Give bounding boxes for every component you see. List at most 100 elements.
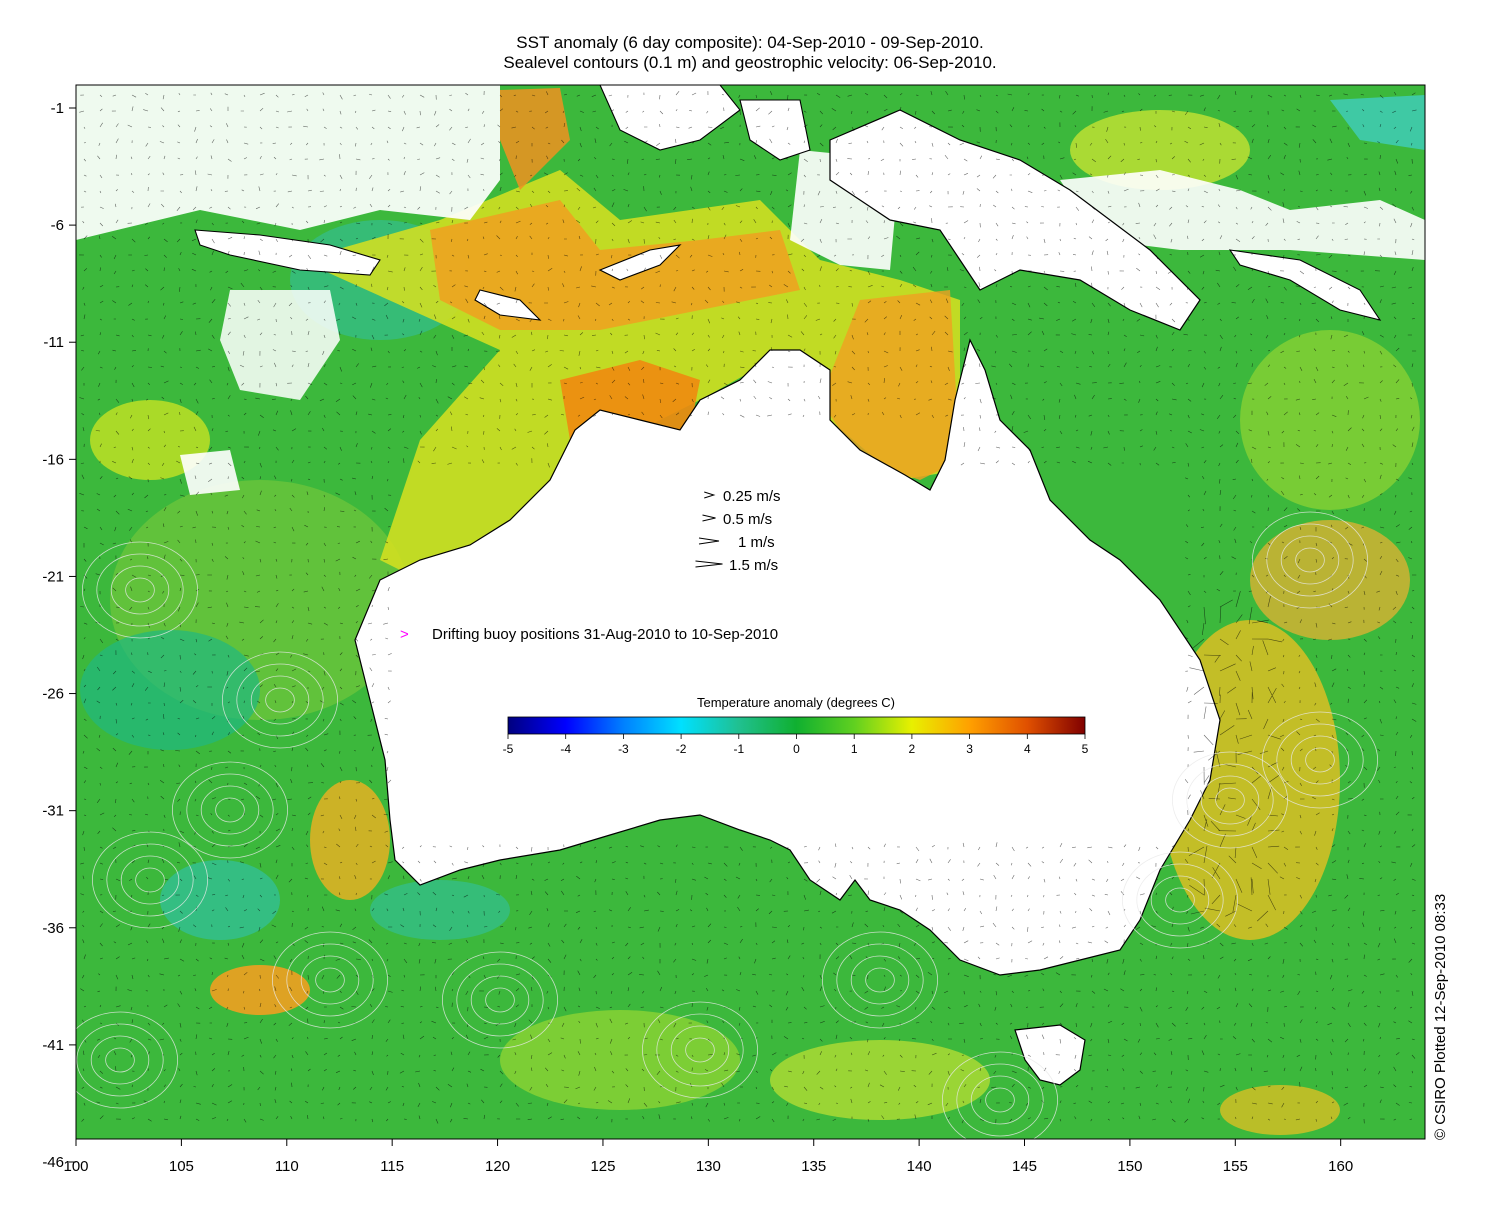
sealevel-contour-line	[82, 541, 198, 639]
colorbar: Temperature anomaly (degrees C) -5 -4 -3 -2…	[503, 695, 1089, 756]
y-tick-label: -46	[42, 1154, 64, 1171]
warm-anomaly-region	[500, 88, 570, 190]
anomaly-region	[770, 1040, 990, 1120]
no-data-region	[76, 85, 500, 240]
x-tick-label: 150	[1117, 1158, 1142, 1175]
velocity-legend-label: 1 m/s	[738, 534, 775, 551]
velocity-legend-arrow	[702, 514, 716, 522]
sealevel-contour-line	[1122, 851, 1239, 949]
sealevel-contour-line	[1165, 887, 1195, 913]
sealevel-contour-line	[186, 773, 274, 847]
colorbar-tick-label: -1	[733, 742, 744, 756]
colorbar-title: Temperature anomaly (degrees C)	[697, 695, 895, 710]
sealevel-contour-line	[470, 975, 530, 1025]
y-axis: -1 -6 -11 -16 -21 -26 -31 -36 -41 -46	[42, 100, 76, 1171]
buoy-legend-label: Drifting buoy positions 31-Aug-2010 to 1…	[432, 626, 778, 643]
y-tick-label: -41	[42, 1037, 64, 1054]
sealevel-contours	[76, 511, 1379, 1139]
colorbar-tick-label: -3	[618, 742, 629, 756]
warm-anomaly-region	[1220, 1085, 1340, 1135]
sealevel-contour-line	[236, 663, 324, 737]
x-axis: 100 105 110 115 120 125 130 135 140 145 150 155 160	[63, 1139, 1353, 1175]
sealevel-contour-line	[1290, 735, 1350, 785]
buoy-symbol: >	[400, 626, 409, 643]
x-tick-label: 135	[801, 1158, 826, 1175]
eastern-islands-landmass	[1228, 249, 1382, 321]
sealevel-contour-line	[1276, 723, 1364, 797]
anomaly-region	[500, 1010, 740, 1110]
no-data-region	[220, 290, 340, 400]
sealevel-contour-line	[942, 1051, 1058, 1139]
cool-anomaly-region	[370, 880, 510, 940]
australia-landmass	[354, 338, 1221, 976]
colorbar-tick-label: 4	[1024, 742, 1031, 756]
sealevel-contour-line	[1186, 763, 1274, 837]
y-tick-label: -6	[51, 217, 64, 234]
sealevel-contour-line	[822, 931, 939, 1029]
sealevel-contour-line	[110, 565, 170, 615]
colorbar-ticks: -5 -4 -3 -2 -1 0 1 2 3 4 5	[503, 734, 1089, 756]
credit-text: © CSIRO Plotted 12-Sep-2010 08:33	[1432, 893, 1449, 1140]
anomaly-region	[90, 400, 210, 480]
sealevel-contour-line	[200, 785, 260, 835]
tasmania-landmass	[1014, 1024, 1086, 1086]
sealevel-contour-line	[120, 855, 180, 905]
sealevel-contour-line	[970, 1075, 1030, 1125]
sealevel-contour-line	[1252, 511, 1369, 609]
chart-title-line2: Sealevel contours (0.1 m) and geostrophi…	[503, 53, 997, 72]
colorbar-tick-label: 3	[966, 742, 973, 756]
sealevel-contour-line	[271, 931, 388, 1029]
sealevel-contour-line	[76, 1011, 178, 1109]
warm-anomaly-region	[1250, 520, 1410, 640]
new-guinea-landmass	[829, 109, 1201, 331]
y-tick-label: -11	[43, 334, 64, 351]
anomaly-region	[1240, 330, 1420, 510]
sealevel-contour-line	[76, 1023, 164, 1097]
sealevel-contour-line	[1136, 863, 1224, 937]
sealevel-contour-line	[670, 1025, 730, 1075]
sealevel-contour-line	[1150, 875, 1210, 925]
x-tick-label: 125	[590, 1158, 615, 1175]
colorbar-tick-label: 1	[851, 742, 858, 756]
plot-frame	[75, 84, 1426, 1140]
colorbar-tick-label: -4	[560, 742, 571, 756]
sealevel-contour-line	[105, 1047, 135, 1073]
colorbar-tick-label: -5	[503, 742, 514, 756]
sealevel-contour-line	[985, 1087, 1015, 1113]
sealevel-contour-line	[1200, 775, 1260, 825]
x-tick-label: 155	[1223, 1158, 1248, 1175]
sst-anomaly-field	[76, 85, 1425, 1135]
x-tick-label: 140	[907, 1158, 932, 1175]
sealevel-contour-line	[300, 955, 360, 1005]
sealevel-contour-line	[221, 651, 338, 749]
y-tick-label: -16	[42, 451, 64, 468]
sealevel-contour-line	[215, 797, 245, 823]
geostrophic-velocity-vectors	[79, 90, 1417, 1124]
x-tick-label: 120	[485, 1158, 510, 1175]
sealevel-contour-line	[265, 687, 295, 713]
warm-anomaly-region	[210, 965, 310, 1015]
sealevel-contour-line	[485, 987, 515, 1013]
northern-islands-landmass	[739, 99, 811, 161]
x-tick-label: 145	[1012, 1158, 1037, 1175]
y-tick-label: -31	[42, 803, 64, 820]
lesser-sunda-landmass	[474, 289, 542, 321]
x-tick-label: 110	[275, 1158, 299, 1175]
sealevel-contour-line	[456, 963, 544, 1037]
colorbar-tick-label: 2	[909, 742, 916, 756]
sealevel-contour-line	[106, 843, 194, 917]
sealevel-contour-line	[135, 867, 165, 893]
velocity-legend-arrow	[698, 537, 720, 545]
sealevel-contour-line	[850, 955, 910, 1005]
sealevel-contour-line	[1280, 535, 1340, 585]
sealevel-contour-line	[1262, 711, 1379, 809]
sealevel-contour-line	[286, 943, 374, 1017]
sealevel-contour-line	[1295, 547, 1325, 573]
x-tick-label: 115	[380, 1158, 404, 1175]
sealevel-contour-line	[1305, 747, 1335, 773]
colorbar-bar	[507, 716, 1086, 735]
sealevel-contour-line	[1215, 787, 1245, 813]
land-masses	[194, 84, 1382, 1086]
velocity-legend-label: 0.5 m/s	[723, 511, 772, 528]
sealevel-contour-line	[836, 943, 924, 1017]
